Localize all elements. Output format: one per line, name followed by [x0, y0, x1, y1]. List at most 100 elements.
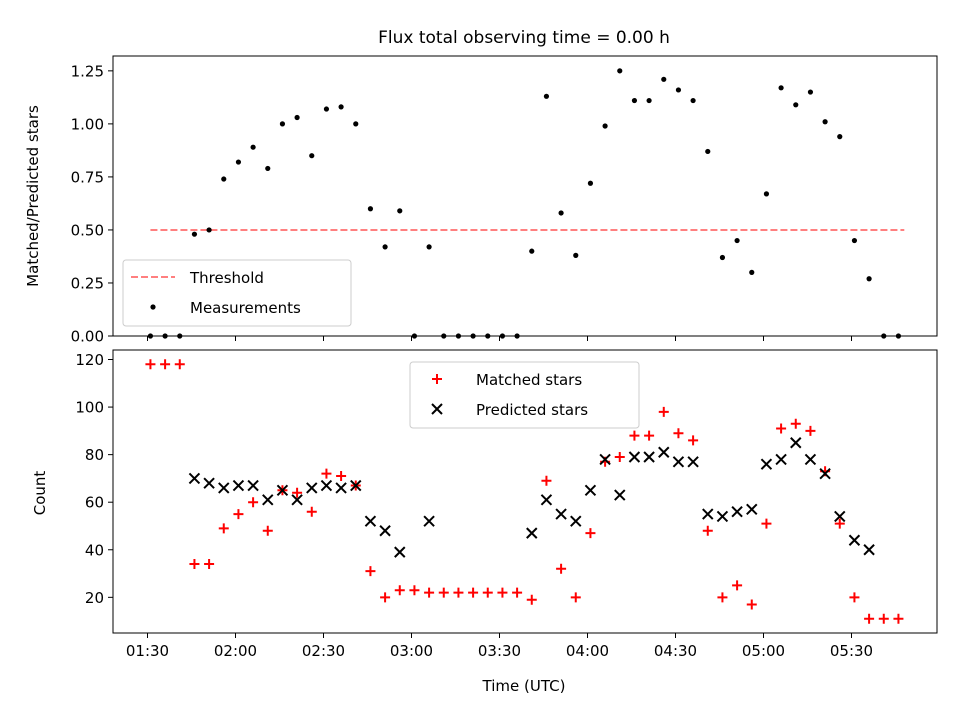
matched-stars-point — [248, 497, 259, 508]
count-y-tick-label: 100 — [75, 399, 104, 417]
measurement-point — [675, 87, 682, 93]
matched-stars-point — [380, 592, 391, 603]
count-y-axis-label: Count — [31, 471, 49, 516]
ratio-legend-box — [122, 259, 352, 327]
time-x-tick-label: 02:30 — [302, 642, 345, 660]
ratio-axes: 0.00 0.25 0.50 0.75 1.00 1.25 — [71, 62, 852, 346]
predicted-stars-point — [262, 494, 274, 506]
matched-stars-point — [878, 613, 889, 624]
predicted-stars-point — [379, 525, 391, 537]
measurement-point — [309, 153, 315, 159]
count-marks — [145, 359, 904, 624]
matched-stars-point — [409, 585, 420, 596]
measurement-point — [191, 231, 198, 237]
predicted-legend-swatch — [431, 403, 443, 415]
measurement-point — [587, 180, 594, 186]
matched-stars-point — [658, 406, 669, 417]
predicted-stars-point — [863, 544, 875, 556]
predicted-stars-point — [790, 437, 802, 449]
measurement-point — [338, 104, 344, 110]
ratio-y-tick-label: 0.75 — [71, 168, 104, 186]
predicted-stars-point — [364, 515, 377, 527]
matched-stars-point — [673, 428, 684, 439]
matched-stars-point — [541, 475, 552, 486]
matched-stars-point — [174, 359, 185, 370]
predicted-stars-point — [335, 482, 347, 494]
measurement-point — [279, 121, 286, 127]
matched-stars-point — [482, 587, 493, 598]
matched-stars-point — [204, 559, 215, 570]
measurement-point — [558, 210, 564, 216]
ratio-y-tick-label: 1.00 — [71, 115, 104, 133]
predicted-stars-point — [848, 534, 861, 546]
matched-stars-point — [306, 506, 317, 517]
measurement-point — [763, 191, 770, 197]
matched-stars-point — [717, 592, 728, 603]
measurement-point — [837, 134, 843, 140]
measurement-point — [734, 237, 740, 244]
matched-stars-point — [424, 587, 435, 598]
predicted-stars-point — [687, 456, 699, 468]
predicted-stars-point — [628, 451, 641, 463]
time-x-tick-label: 04:00 — [566, 642, 609, 660]
count-y-tick-label: 60 — [85, 494, 104, 512]
time-x-tick-label: 02:00 — [214, 642, 257, 660]
ratio-legend[interactable]: Threshold Measurements — [122, 259, 352, 327]
measurement-point — [822, 119, 828, 125]
matched-stars-point — [468, 587, 479, 598]
measurement-point — [749, 269, 755, 275]
matched-stars-point — [702, 525, 713, 536]
matched-stars-point — [805, 425, 816, 436]
measurement-point — [617, 68, 623, 74]
matched-stars-point — [864, 613, 875, 624]
matched-stars-point — [233, 509, 244, 520]
matched-stars-point — [321, 468, 332, 479]
measurement-point — [807, 89, 814, 95]
predicted-stars-point — [834, 510, 846, 523]
time-x-tick-label: 03:30 — [478, 642, 521, 660]
predicted-stars-point — [276, 484, 289, 497]
matched-stars-point — [761, 518, 772, 529]
time-x-tick-label: 05:00 — [742, 642, 785, 660]
measurement-point — [294, 114, 300, 121]
matched-stars-point — [218, 523, 229, 534]
predicted-legend-label: Predicted stars — [476, 401, 588, 419]
predicted-stars-point — [702, 508, 714, 520]
matched-legend-label: Matched stars — [476, 371, 582, 389]
ratio-panel: Flux total observing time = 0.00 h Match… — [24, 28, 938, 346]
matched-stars-point — [776, 423, 787, 434]
ratio-y-axis-label: Matched/Predicted stars — [24, 105, 42, 287]
predicted-stars-point — [731, 506, 743, 518]
measurement-point — [602, 123, 608, 129]
predicted-stars-point — [423, 515, 435, 527]
predicted-stars-point — [394, 546, 406, 558]
predicted-stars-point — [716, 510, 729, 523]
count-y-tick-label: 20 — [85, 589, 104, 607]
measurement-point — [397, 208, 403, 214]
matched-stars-point — [746, 599, 757, 610]
matched-stars-point — [644, 430, 655, 441]
predicted-stars-point — [614, 489, 626, 501]
measurement-point — [382, 244, 388, 250]
matched-stars-point — [145, 359, 156, 370]
measurement-point — [426, 244, 432, 250]
predicted-stars-point — [643, 451, 655, 463]
matched-legend-swatch — [432, 374, 442, 384]
ratio-marks — [147, 68, 905, 339]
matched-stars-point — [438, 587, 449, 598]
predicted-stars-point — [306, 482, 318, 494]
count-y-tick-label: 40 — [85, 541, 104, 559]
predicted-stars-point — [320, 479, 333, 492]
count-panel: Count Time (UTC) 20 40 60 80 100 120 01:30 02:0… — [31, 349, 938, 695]
matched-stars-point — [262, 525, 273, 536]
predicted-stars-point — [672, 456, 685, 468]
predicted-stars-point — [526, 527, 538, 539]
matched-stars-point — [570, 592, 581, 603]
measurement-point — [221, 176, 227, 182]
matched-stars-point — [365, 566, 376, 577]
threshold-legend-label: Threshold — [189, 269, 264, 287]
ratio-plot-frame — [112, 55, 938, 337]
count-legend[interactable]: Matched stars Predicted stars — [409, 361, 640, 429]
